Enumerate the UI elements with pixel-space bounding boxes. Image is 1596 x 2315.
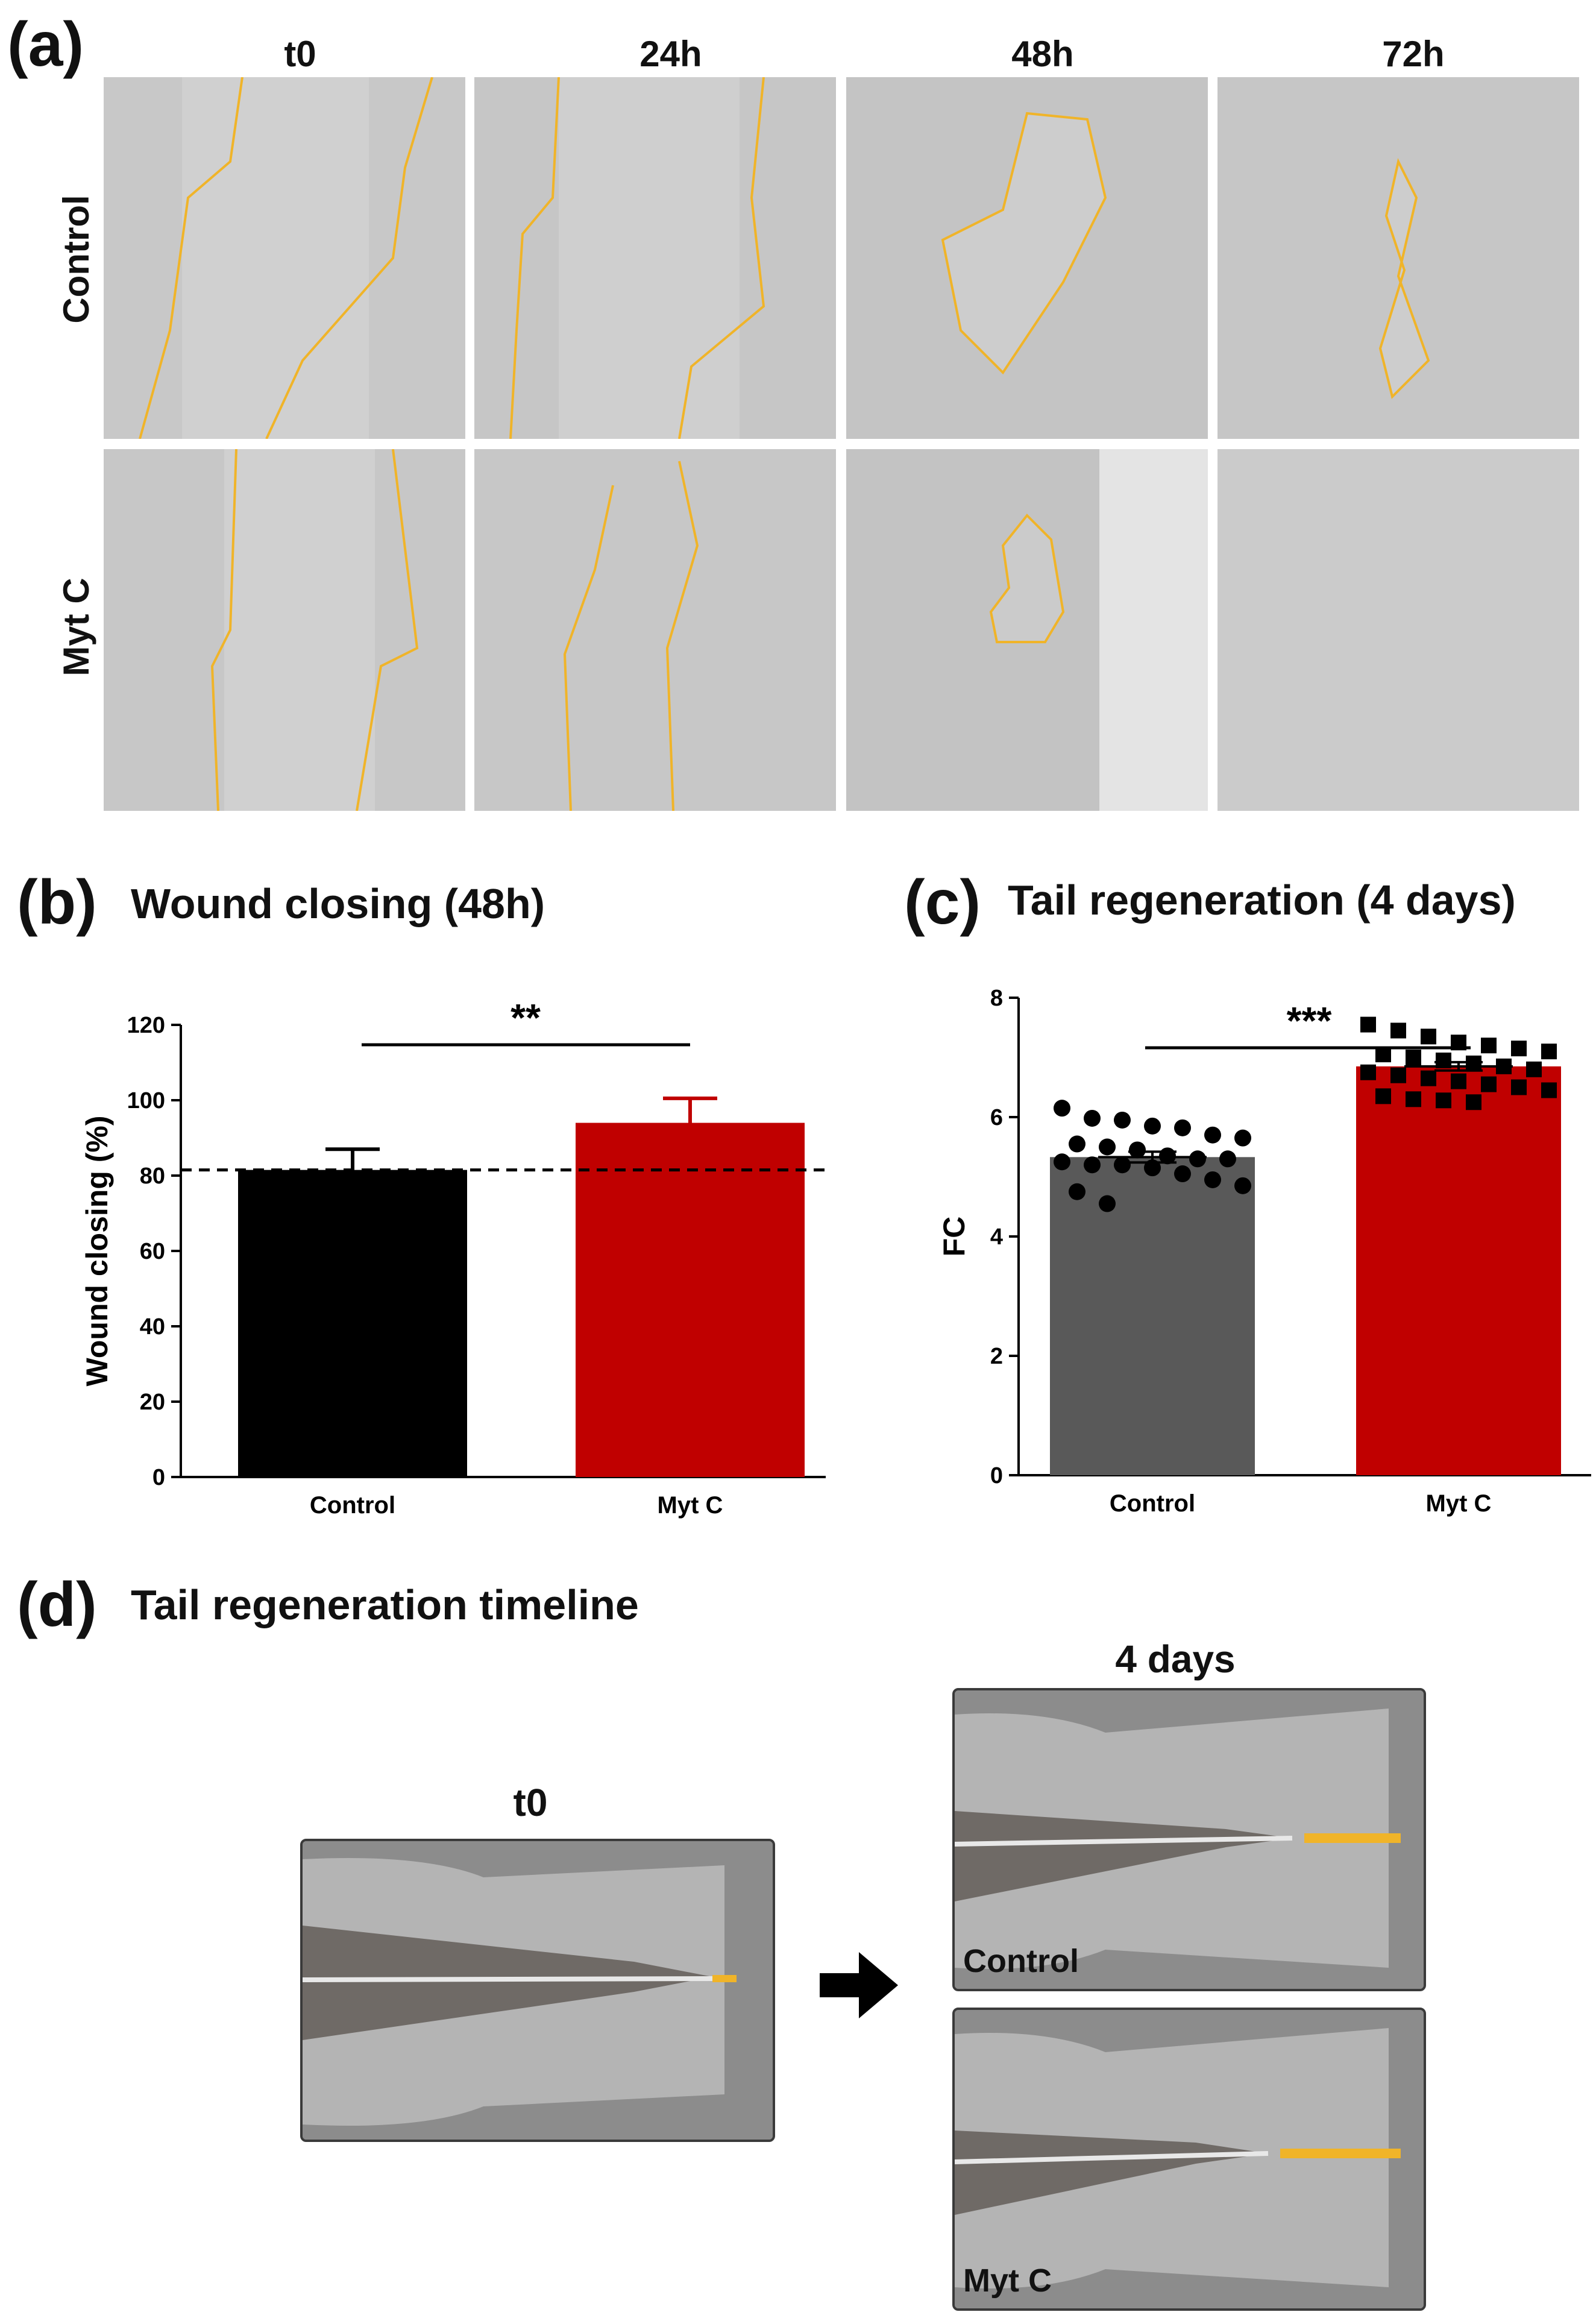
row-header-control: Control: [56, 195, 96, 324]
data-point-control: [1159, 1147, 1176, 1165]
data-point-control: [1054, 1153, 1070, 1171]
chart-tail-regeneration: 0 2 4 6 8 Control Myt C *** FC: [937, 986, 1591, 1517]
data-point-control: [1114, 1111, 1131, 1129]
data-point-mytc: [1406, 1050, 1421, 1065]
micrograph-control-48h: [846, 77, 1208, 439]
data-point-control: [1174, 1165, 1191, 1183]
data-point-mytc: [1511, 1079, 1527, 1095]
x-tick-label: Myt C: [1426, 1490, 1492, 1517]
data-point-mytc: [1360, 1064, 1376, 1080]
x-tick-label: Control: [310, 1492, 395, 1519]
chart-c-title: Tail regeneration (4 days): [1008, 877, 1516, 924]
y-tick-label: 100: [127, 1088, 165, 1113]
bar-myt-c: [576, 1123, 805, 1477]
y-tick-label: 40: [140, 1314, 165, 1340]
y-tick-label: 0: [990, 1463, 1003, 1488]
data-point-control: [1054, 1100, 1070, 1117]
bar-control: [238, 1170, 467, 1477]
data-point-control: [1069, 1183, 1085, 1200]
y-tick-label: 120: [127, 1013, 165, 1038]
data-point-control: [1099, 1195, 1116, 1212]
fish-image-mytc-4days: Myt C: [952, 2008, 1426, 2311]
panel-d-title: Tail regeneration timeline: [131, 1581, 639, 1628]
data-point-mytc: [1451, 1073, 1466, 1089]
data-point-mytc: [1360, 1016, 1376, 1033]
data-point-control: [1069, 1135, 1085, 1153]
data-point-mytc: [1436, 1052, 1451, 1068]
panel-a-letter: (a): [7, 10, 84, 80]
panel-b-letter: (b): [17, 868, 97, 937]
data-point-control: [1129, 1141, 1146, 1159]
micrograph-control-t0: [104, 77, 465, 439]
data-point-mytc: [1406, 1091, 1421, 1107]
column-header-72h: 72h: [1382, 34, 1445, 74]
micrograph-mytc-24h: [474, 449, 836, 811]
data-point-mytc: [1481, 1038, 1497, 1054]
data-point-control: [1144, 1117, 1161, 1135]
micrograph-control-24h: [474, 77, 836, 439]
t0-label: t0: [513, 1781, 548, 1824]
data-point-control: [1204, 1126, 1221, 1144]
y-tick-label: 4: [990, 1224, 1003, 1250]
chart-wound-closing: 0 20 40 60 80 100 120 Control Myt C ** Wound closi…: [80, 996, 832, 1519]
data-point-control: [1234, 1177, 1251, 1194]
y-axis-label: Wound closing (%): [80, 1115, 114, 1386]
data-point-control: [1084, 1109, 1101, 1127]
y-tick-label: 6: [990, 1105, 1003, 1130]
data-point-control: [1219, 1150, 1236, 1168]
data-point-control: [1084, 1156, 1101, 1174]
data-point-control: [1099, 1138, 1116, 1156]
data-point-mytc: [1511, 1041, 1527, 1057]
y-tick-label: 8: [990, 986, 1003, 1011]
data-point-mytc: [1421, 1028, 1436, 1045]
x-tick-label: Myt C: [658, 1492, 723, 1519]
significance-label: **: [511, 996, 541, 1039]
data-point-mytc: [1496, 1058, 1512, 1074]
y-tick-label: 2: [990, 1344, 1003, 1369]
chart-b-title: Wound closing (48h): [131, 880, 545, 927]
data-point-control: [1144, 1159, 1161, 1177]
data-point-mytc: [1421, 1070, 1436, 1086]
bar-myt-c: [1356, 1066, 1561, 1475]
micrograph-control-72h: [1217, 77, 1579, 439]
data-point-control: [1189, 1150, 1206, 1168]
fish-image-t0: [300, 1839, 775, 2142]
column-header-24h: 24h: [639, 34, 702, 74]
bar-control: [1050, 1157, 1255, 1475]
y-axis-label: FC: [937, 1217, 971, 1257]
micrograph-mytc-72h: [1217, 449, 1579, 811]
data-point-mytc: [1390, 1067, 1406, 1083]
data-point-mytc: [1390, 1022, 1406, 1039]
data-point-mytc: [1526, 1061, 1542, 1077]
y-tick-label: 60: [140, 1239, 165, 1264]
column-header-48h: 48h: [1011, 34, 1074, 74]
data-point-mytc: [1541, 1044, 1557, 1060]
y-tick-label: 20: [140, 1390, 165, 1415]
data-point-control: [1204, 1171, 1221, 1188]
y-tick-label: 80: [140, 1164, 165, 1189]
data-point-mytc: [1481, 1076, 1497, 1092]
data-point-mytc: [1436, 1092, 1451, 1109]
data-point-mytc: [1541, 1082, 1557, 1098]
fish-label-mytc: Myt C: [963, 2263, 1052, 2299]
data-point-control: [1174, 1119, 1191, 1136]
arrow-right-icon: [820, 1952, 898, 2018]
fish-image-control-4days: Control: [952, 1688, 1426, 1991]
days-label: 4 days: [1115, 1637, 1236, 1681]
panel-d-letter: (d): [17, 1570, 97, 1640]
column-header-t0: t0: [284, 34, 316, 74]
data-point-mytc: [1466, 1055, 1481, 1071]
row-header-mytc: Myt C: [56, 578, 96, 676]
micrograph-mytc-t0: [104, 449, 465, 811]
micrograph-mytc-48h: [846, 449, 1208, 811]
data-point-control: [1234, 1129, 1251, 1147]
y-tick-label: 0: [152, 1465, 165, 1490]
x-tick-label: Control: [1110, 1490, 1195, 1517]
data-point-mytc: [1466, 1094, 1481, 1110]
data-point-mytc: [1375, 1088, 1391, 1104]
fish-label-control: Control: [963, 1943, 1079, 1979]
significance-label: ***: [1287, 999, 1332, 1042]
panel-c-letter: (c): [904, 868, 981, 937]
data-point-control: [1114, 1156, 1131, 1174]
